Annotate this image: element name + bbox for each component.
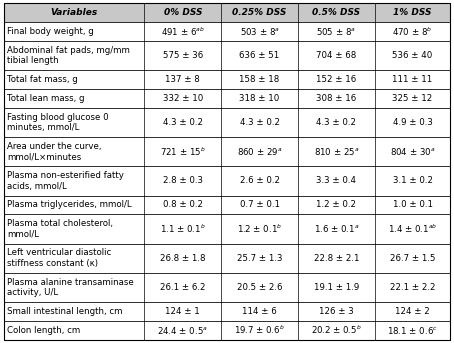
Text: 721 ± 15$^{b}$: 721 ± 15$^{b}$ [160,145,206,158]
Text: 20.5 ± 2.6: 20.5 ± 2.6 [237,283,282,292]
Text: 332 ± 10: 332 ± 10 [163,94,203,103]
Text: 704 ± 68: 704 ± 68 [316,51,356,60]
Text: 470 ± 8$^{b}$: 470 ± 8$^{b}$ [393,25,433,38]
Text: 1% DSS: 1% DSS [393,8,432,17]
Text: 26.7 ± 1.5: 26.7 ± 1.5 [390,253,435,263]
Text: 804 ± 30$^{a}$: 804 ± 30$^{a}$ [390,146,435,157]
Bar [4,214,450,244]
Text: 26.1 ± 6.2: 26.1 ± 6.2 [160,283,206,292]
Text: 1.0 ± 0.1: 1.0 ± 0.1 [393,200,433,210]
Text: Left ventricular diastolic
stiffness constant (κ): Left ventricular diastolic stiffness con… [7,248,112,268]
Bar [4,22,450,41]
Text: Area under the curve,
mmol/L×minutes: Area under the curve, mmol/L×minutes [7,142,102,162]
Bar [4,137,450,166]
Text: 22.1 ± 2.2: 22.1 ± 2.2 [390,283,435,292]
Text: 4.3 ± 0.2: 4.3 ± 0.2 [240,118,280,127]
Text: 20.2 ± 0.5$^{b}$: 20.2 ± 0.5$^{b}$ [311,324,362,336]
Text: 308 ± 16: 308 ± 16 [316,94,356,103]
Text: 503 ± 8$^{a}$: 503 ± 8$^{a}$ [240,26,280,37]
Text: 22.8 ± 2.1: 22.8 ± 2.1 [314,253,359,263]
Text: 1.6 ± 0.1$^{a}$: 1.6 ± 0.1$^{a}$ [314,223,359,234]
Text: 4.3 ± 0.2: 4.3 ± 0.2 [163,118,203,127]
Text: 26.8 ± 1.8: 26.8 ± 1.8 [160,253,206,263]
Text: Variables: Variables [50,8,98,17]
Text: 114 ± 6: 114 ± 6 [242,307,277,316]
Text: 152 ± 16: 152 ± 16 [316,75,356,84]
Text: 0.25% DSS: 0.25% DSS [232,8,287,17]
Text: Plasma alanine transaminase
activity, U/L: Plasma alanine transaminase activity, U/… [7,277,134,297]
Text: 0.5% DSS: 0.5% DSS [312,8,360,17]
Text: 19.1 ± 1.9: 19.1 ± 1.9 [314,283,359,292]
Text: Abdominal fat pads, mg/mm
tibial length: Abdominal fat pads, mg/mm tibial length [7,46,130,66]
Text: 4.9 ± 0.3: 4.9 ± 0.3 [393,118,433,127]
Text: 126 ± 3: 126 ± 3 [319,307,354,316]
Text: Plasma triglycerides, mmol/L: Plasma triglycerides, mmol/L [7,200,132,210]
Text: 0% DSS: 0% DSS [163,8,202,17]
Text: 25.7 ± 1.3: 25.7 ± 1.3 [237,253,282,263]
Text: Total fat mass, g: Total fat mass, g [7,75,78,84]
Text: 111 ± 11: 111 ± 11 [393,75,433,84]
Text: 1.4 ± 0.1$^{ab}$: 1.4 ± 0.1$^{ab}$ [388,223,437,235]
Text: Final body weight, g: Final body weight, g [7,27,94,36]
Text: 536 ± 40: 536 ± 40 [393,51,433,60]
Text: 158 ± 18: 158 ± 18 [240,75,280,84]
Text: 575 ± 36: 575 ± 36 [163,51,203,60]
Bar [4,70,450,89]
Text: 325 ± 12: 325 ± 12 [393,94,433,103]
Bar [4,321,450,340]
Bar [4,244,450,273]
Text: Fasting blood glucose 0
minutes, mmol/L: Fasting blood glucose 0 minutes, mmol/L [7,113,109,132]
Text: 2.6 ± 0.2: 2.6 ± 0.2 [240,176,280,186]
Text: 4.3 ± 0.2: 4.3 ± 0.2 [316,118,356,127]
Text: 1.1 ± 0.1$^{b}$: 1.1 ± 0.1$^{b}$ [160,223,206,235]
Bar [4,302,450,321]
Text: 18.1 ± 0.6$^{c}$: 18.1 ± 0.6$^{c}$ [387,325,438,336]
Bar [4,89,450,108]
Text: 810 ± 25$^{a}$: 810 ± 25$^{a}$ [314,146,359,157]
Text: Plasma total cholesterol,
mmol/L: Plasma total cholesterol, mmol/L [7,219,113,239]
Text: 19.7 ± 0.6$^{b}$: 19.7 ± 0.6$^{b}$ [234,324,285,336]
Text: 0.7 ± 0.1: 0.7 ± 0.1 [240,200,280,210]
Bar [4,166,450,196]
Text: 860 ± 29$^{a}$: 860 ± 29$^{a}$ [237,146,282,157]
Text: 124 ± 2: 124 ± 2 [395,307,430,316]
Text: Total lean mass, g: Total lean mass, g [7,94,85,103]
Text: 505 ± 8$^{a}$: 505 ± 8$^{a}$ [316,26,356,37]
Bar [4,196,450,214]
Bar [4,41,450,70]
Bar [4,273,450,302]
Bar [4,108,450,137]
Text: Plasma non-esterified fatty
acids, mmol/L: Plasma non-esterified fatty acids, mmol/… [7,171,124,191]
Text: 491 ± 6$^{ab}$: 491 ± 6$^{ab}$ [161,25,205,38]
Text: 124 ± 1: 124 ± 1 [165,307,200,316]
Text: 3.3 ± 0.4: 3.3 ± 0.4 [316,176,356,186]
Text: 3.1 ± 0.2: 3.1 ± 0.2 [393,176,433,186]
Text: Colon length, cm: Colon length, cm [7,326,80,335]
Text: 137 ± 8: 137 ± 8 [165,75,200,84]
Text: 318 ± 10: 318 ± 10 [240,94,280,103]
Bar [4,3,450,22]
Text: 2.8 ± 0.3: 2.8 ± 0.3 [163,176,203,186]
Text: 636 ± 51: 636 ± 51 [240,51,280,60]
Text: Small intestinal length, cm: Small intestinal length, cm [7,307,123,316]
Text: 1.2 ± 0.1$^{b}$: 1.2 ± 0.1$^{b}$ [237,223,282,235]
Text: 24.4 ± 0.5$^{a}$: 24.4 ± 0.5$^{a}$ [157,325,208,336]
Text: 1.2 ± 0.2: 1.2 ± 0.2 [316,200,356,210]
Text: 0.8 ± 0.2: 0.8 ± 0.2 [163,200,203,210]
